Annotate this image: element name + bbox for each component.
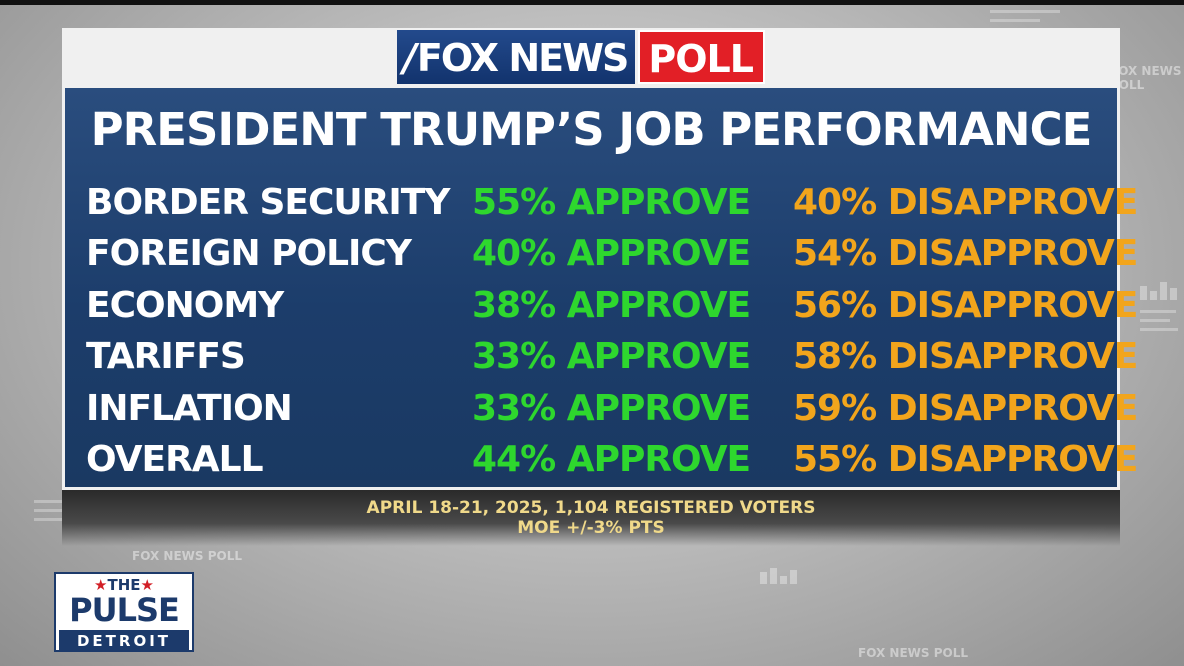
approve-value: 38% APPROVE xyxy=(472,284,751,326)
result-row: FOREIGN POLICY 40% APPROVE 54% DISAPPROV… xyxy=(86,228,1138,279)
searchlight-icon: / xyxy=(403,36,417,80)
disapprove-value: 40% DISAPPROVE xyxy=(793,182,1138,223)
background-bars xyxy=(760,568,797,584)
the-pulse-detroit-logo: ★THE★ PULSE DETROIT xyxy=(54,572,194,652)
approve-value: 33% APPROVE xyxy=(472,336,751,378)
pulse-the-text: THE xyxy=(107,576,141,594)
brand-text: FOX NEWS xyxy=(416,36,629,80)
disapprove-value: 59% DISAPPROVE xyxy=(793,387,1138,429)
background-watermark: FOX NEWS POLL xyxy=(1110,64,1182,92)
pulse-name: PULSE xyxy=(69,591,180,629)
result-row: TARIFFS 33% APPROVE 58% DISAPPROVE xyxy=(86,331,1138,382)
top-edge-bar xyxy=(0,0,1184,5)
background-watermark: FOX NEWS POLL xyxy=(858,646,968,660)
approve-value: 33% APPROVE xyxy=(472,387,751,429)
background-bars xyxy=(1140,282,1177,300)
result-row: ECONOMY 38% APPROVE 56% DISAPPROVE xyxy=(86,280,1138,331)
poll-dates-sample: APRIL 18-21, 2025, 1,104 REGISTERED VOTE… xyxy=(366,498,816,518)
topic-label: OVERALL xyxy=(86,438,264,480)
poll-badge: POLL xyxy=(638,30,765,84)
fox-news-poll-logo: / FOX NEWS POLL xyxy=(397,30,765,84)
background-lines xyxy=(1140,310,1180,337)
result-row: OVERALL 44% APPROVE 55% DISAPPROVE xyxy=(86,434,1138,485)
disapprove-value: 58% DISAPPROVE xyxy=(793,336,1138,378)
result-row: BORDER SECURITY 55% APPROVE 40% DISAPPRO… xyxy=(86,177,1138,228)
background-lines xyxy=(990,10,1070,28)
poll-panel xyxy=(62,28,1120,490)
footer-band xyxy=(62,490,1120,546)
topic-label: FOREIGN POLICY xyxy=(86,233,412,275)
disapprove-value: 54% DISAPPROVE xyxy=(793,233,1138,275)
topic-label: TARIFFS xyxy=(86,336,246,378)
approve-value: 44% APPROVE xyxy=(472,438,751,480)
star-icon: ★ xyxy=(94,576,108,594)
poll-title: PRESIDENT TRUMP’S JOB PERFORMANCE xyxy=(90,103,1093,156)
topic-label: BORDER SECURITY xyxy=(86,182,450,223)
fox-news-wordmark: / FOX NEWS xyxy=(397,30,636,84)
pulse-the-line: ★THE★ xyxy=(56,576,192,594)
result-row: INFLATION 33% APPROVE 59% DISAPPROVE xyxy=(86,383,1138,434)
approve-value: 55% APPROVE xyxy=(472,182,751,223)
background-watermark: FOX NEWS POLL xyxy=(132,549,242,563)
results-table: BORDER SECURITY 55% APPROVE 40% DISAPPRO… xyxy=(86,177,1138,485)
disapprove-value: 55% DISAPPROVE xyxy=(793,438,1138,480)
topic-label: ECONOMY xyxy=(86,284,284,326)
pulse-city: DETROIT xyxy=(59,630,189,652)
star-icon: ★ xyxy=(140,576,154,594)
topic-label: INFLATION xyxy=(86,387,293,429)
margin-of-error: MOE +/-3% PTS xyxy=(517,518,665,538)
disapprove-value: 56% DISAPPROVE xyxy=(793,284,1138,326)
approve-value: 40% APPROVE xyxy=(472,233,751,275)
